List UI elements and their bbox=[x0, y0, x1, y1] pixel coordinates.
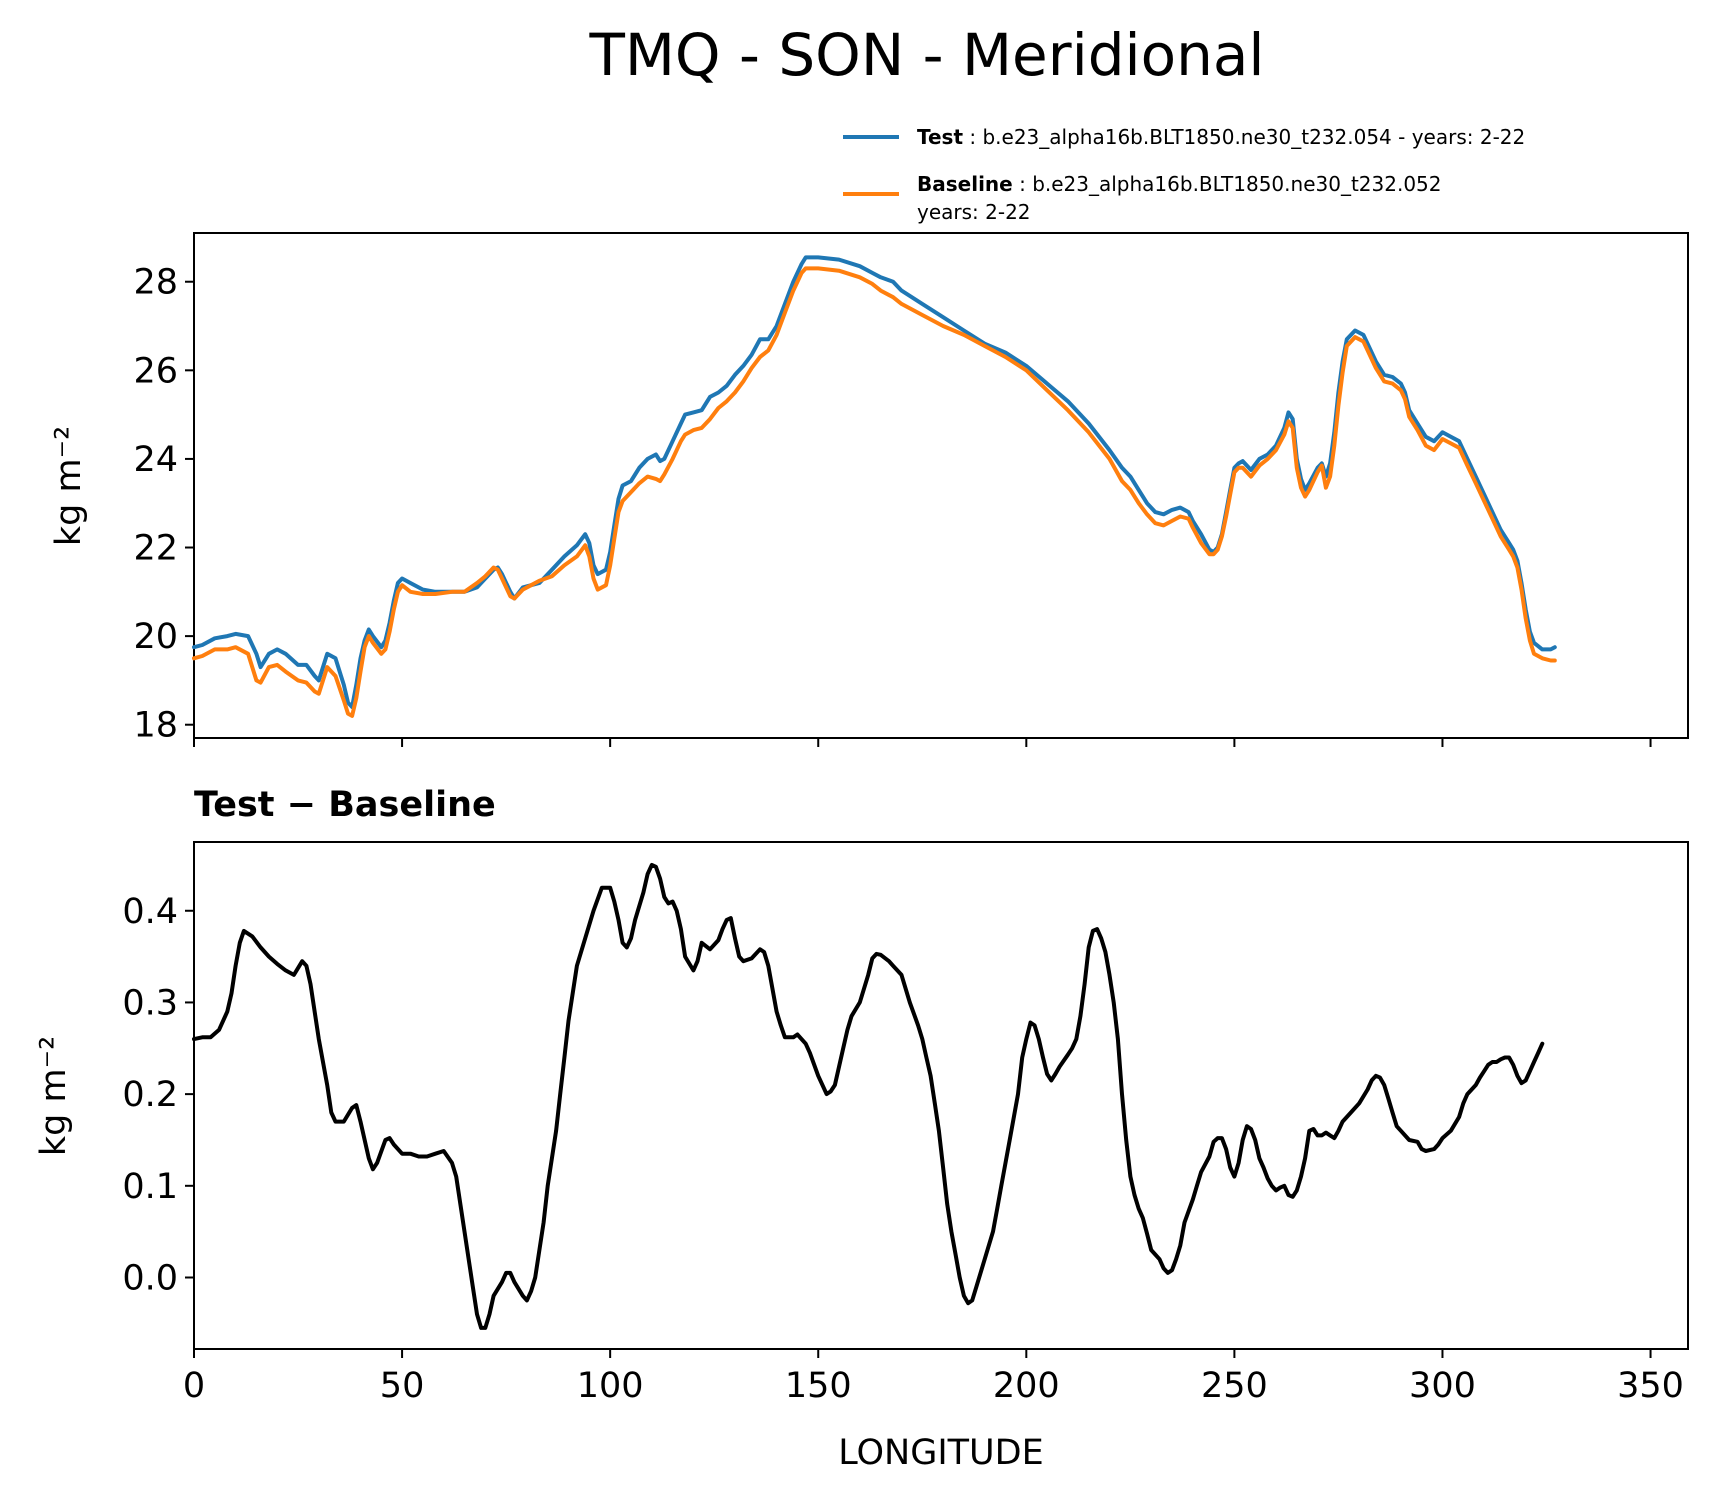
y-tick-label: 18 bbox=[133, 706, 178, 746]
test-series-line bbox=[192, 255, 1557, 709]
y-tick-label: 0.1 bbox=[122, 1167, 178, 1207]
y-tick-label: 24 bbox=[133, 440, 178, 480]
legend-key: Baseline bbox=[917, 172, 1013, 196]
legend-label: Test : b.e23_alpha16b.BLT1850.ne30_t232.… bbox=[917, 125, 1525, 149]
x-tick-label: 250 bbox=[1201, 1366, 1268, 1406]
bottom-x-axis: 0 50 100 150 200 250 300 350 bbox=[183, 1349, 1684, 1406]
x-tick-label: 150 bbox=[785, 1366, 852, 1406]
y-tick-label: 26 bbox=[133, 351, 178, 391]
x-axis-label: LONGITUDE bbox=[838, 1433, 1044, 1473]
top-panel-frame bbox=[193, 232, 1689, 739]
legend-description: : b.e23_alpha16b.BLT1850.ne30_t232.054 -… bbox=[963, 125, 1525, 149]
x-tick-label: 100 bbox=[577, 1366, 644, 1406]
top-x-axis bbox=[193, 738, 1652, 747]
legend-key: Test bbox=[917, 125, 963, 149]
y-tick-label: 28 bbox=[133, 263, 178, 303]
top-panel: 18 20 22 24 26 28 kg m⁻² bbox=[49, 232, 1689, 747]
y-tick-label: 0.4 bbox=[122, 892, 178, 932]
bottom-series bbox=[192, 862, 1545, 1330]
x-tick-label: 350 bbox=[1617, 1366, 1684, 1406]
y-tick-label: 22 bbox=[133, 529, 178, 569]
bottom-panel: Test − Baseline 0.0 0.1 0.2 0.3 0.4 0 50 100 15… bbox=[34, 785, 1689, 1473]
y-tick-label: 20 bbox=[133, 617, 178, 657]
legend: Test : b.e23_alpha16b.BLT1850.ne30_t232.… bbox=[843, 125, 1525, 224]
top-y-axis-label: kg m⁻² bbox=[49, 426, 89, 546]
bottom-panel-frame bbox=[193, 841, 1689, 1350]
bottom-panel-title: Test − Baseline bbox=[194, 785, 496, 825]
top-series bbox=[192, 255, 1557, 718]
y-tick-label: 0.2 bbox=[122, 1075, 178, 1115]
legend-description-line2: years: 2-22 bbox=[917, 200, 1031, 224]
x-tick-label: 50 bbox=[380, 1366, 425, 1406]
legend-entry-baseline: Baseline : b.e23_alpha16b.BLT1850.ne30_t… bbox=[843, 172, 1442, 224]
baseline-series-line bbox=[192, 266, 1557, 718]
bottom-y-axis-label: kg m⁻² bbox=[34, 1036, 74, 1156]
top-y-axis: 18 20 22 24 26 28 bbox=[133, 263, 194, 746]
figure-title: TMQ - SON - Meridional bbox=[588, 21, 1264, 89]
x-tick-label: 0 bbox=[183, 1366, 205, 1406]
bottom-y-axis: 0.0 0.1 0.2 0.3 0.4 bbox=[122, 892, 194, 1298]
legend-entry-test: Test : b.e23_alpha16b.BLT1850.ne30_t232.… bbox=[843, 125, 1525, 149]
y-tick-label: 0.3 bbox=[122, 983, 178, 1023]
legend-label: Baseline : b.e23_alpha16b.BLT1850.ne30_t… bbox=[917, 172, 1442, 196]
x-tick-label: 200 bbox=[993, 1366, 1060, 1406]
difference-series-line bbox=[192, 862, 1545, 1330]
legend-description: : b.e23_alpha16b.BLT1850.ne30_t232.052 bbox=[1013, 172, 1442, 196]
y-tick-label: 0.0 bbox=[122, 1258, 178, 1298]
x-tick-label: 300 bbox=[1409, 1366, 1476, 1406]
